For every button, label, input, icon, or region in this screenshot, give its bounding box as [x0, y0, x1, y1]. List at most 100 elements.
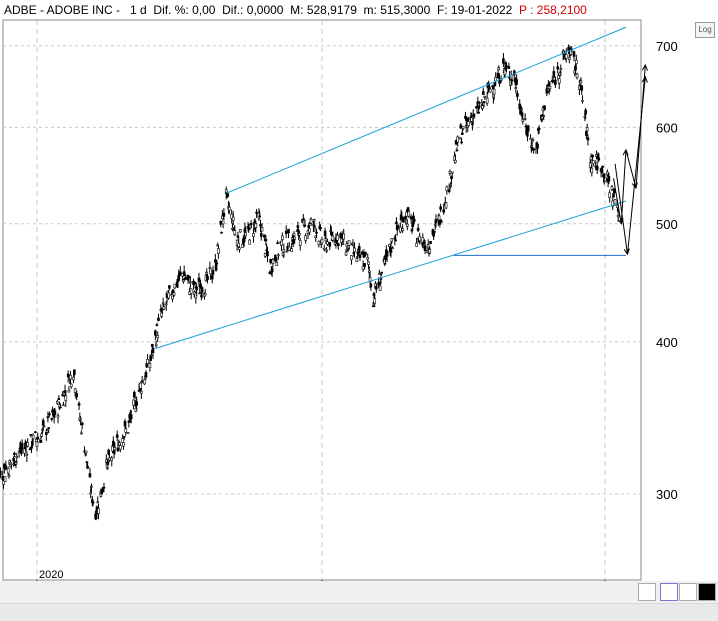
candle-body	[559, 68, 563, 70]
candle-body	[399, 226, 402, 233]
candle-body	[405, 211, 408, 217]
candle-body	[320, 238, 324, 244]
candle-body	[526, 134, 529, 137]
candle-body	[129, 414, 133, 420]
candle-body	[139, 382, 142, 389]
candle-body	[580, 85, 584, 91]
candle-body	[62, 404, 65, 407]
candle-body	[108, 457, 111, 461]
candle-body	[586, 137, 590, 141]
candle-body	[585, 127, 589, 132]
candle-body	[220, 231, 223, 234]
candle-body	[572, 51, 576, 57]
candle-body	[242, 237, 246, 243]
candle-body	[3, 476, 7, 483]
candle-body	[79, 418, 82, 421]
candle-body	[55, 401, 59, 404]
candle-body	[143, 379, 146, 385]
candle-body	[613, 199, 617, 205]
candle-body	[116, 447, 120, 452]
candle-body	[112, 440, 115, 447]
horizontal-scrollbar[interactable]	[0, 603, 718, 621]
candle-body	[379, 278, 383, 280]
candle-body	[526, 125, 530, 132]
candle-body	[50, 418, 54, 420]
candle-body	[515, 79, 518, 85]
channel-lower-line	[155, 200, 627, 349]
candle-body	[454, 159, 457, 163]
candle-body	[455, 149, 459, 152]
candle-body	[148, 363, 152, 368]
chart-header: ADBE - ADOBE INC - 1 d Dif. %: 0,00 Dif.…	[0, 0, 644, 20]
candle-body	[199, 283, 202, 289]
y-tick-label: 400	[656, 335, 678, 350]
candle-body	[195, 286, 198, 291]
candle-body	[160, 312, 163, 317]
candle-body	[15, 456, 19, 458]
candle-body	[298, 240, 302, 246]
candle-body	[221, 215, 224, 220]
candle-body	[119, 445, 122, 450]
candle-body	[105, 459, 108, 463]
candle-body	[168, 285, 171, 289]
log-scale-button[interactable]: Log	[695, 22, 715, 38]
candle-body	[485, 97, 489, 104]
candle-body	[133, 397, 137, 401]
candle-body	[164, 303, 168, 306]
candle-body	[47, 427, 50, 430]
candle-body	[193, 282, 197, 284]
pin-icon[interactable]	[679, 583, 697, 601]
candle-body	[53, 410, 57, 415]
candle-body	[73, 388, 77, 393]
wave-tool-icon[interactable]	[638, 583, 656, 601]
candle-body	[584, 109, 587, 115]
y-tick-label: 600	[656, 120, 678, 135]
candle-body	[26, 442, 29, 447]
candle-body	[84, 450, 88, 454]
candle-body	[440, 220, 443, 223]
candle-body	[475, 106, 479, 109]
candle-body	[481, 105, 484, 109]
candle-body	[285, 250, 289, 253]
save-icon[interactable]	[660, 583, 678, 601]
candle-body	[167, 292, 170, 299]
candle-body	[444, 202, 448, 209]
candle-body	[80, 432, 83, 435]
candle-body	[296, 225, 300, 228]
candle-body	[374, 285, 378, 290]
interval-label[interactable]: 1 d	[130, 3, 147, 17]
candle-body	[292, 233, 296, 236]
candle-body	[270, 268, 274, 273]
candle-body	[238, 229, 242, 233]
candle-body	[476, 101, 480, 104]
candle-body	[238, 247, 241, 250]
candle-body	[189, 288, 193, 294]
candle-body	[197, 277, 201, 283]
candle-body	[280, 240, 283, 246]
candle-body	[280, 235, 284, 240]
candle-body	[293, 236, 297, 240]
candle-body	[10, 463, 13, 466]
candle-body	[37, 438, 40, 443]
candle-body	[315, 232, 318, 234]
candle-body	[516, 93, 519, 97]
candle-body	[363, 263, 366, 267]
candle-body	[211, 270, 215, 275]
candle-body	[205, 272, 209, 275]
candle-body	[433, 231, 436, 233]
candle-body	[358, 254, 362, 258]
color-swatch-icon[interactable]	[698, 583, 716, 601]
candle-body	[228, 206, 231, 211]
candle-body	[40, 433, 43, 437]
candle-body	[391, 247, 394, 249]
candle-body	[458, 137, 462, 140]
candle-body	[465, 117, 469, 122]
candle-body	[23, 448, 26, 454]
candle-body	[237, 243, 240, 248]
candle-body	[595, 165, 599, 171]
candle-body	[222, 212, 226, 217]
candle-body	[89, 492, 93, 495]
candle-body	[126, 432, 130, 434]
candle-body	[470, 117, 473, 122]
